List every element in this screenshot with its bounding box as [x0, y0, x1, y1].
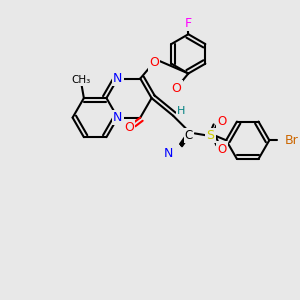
Text: N: N [113, 111, 122, 124]
Text: CH₃: CH₃ [72, 75, 91, 85]
Text: Br: Br [285, 134, 299, 147]
Text: C: C [185, 129, 193, 142]
Text: N: N [113, 72, 122, 85]
Text: O: O [218, 115, 227, 128]
Text: O: O [172, 82, 182, 95]
Text: H: H [177, 106, 185, 116]
Text: O: O [124, 121, 134, 134]
Text: O: O [218, 142, 227, 156]
Text: S: S [206, 129, 214, 142]
Text: O: O [149, 56, 159, 69]
Text: F: F [185, 17, 192, 30]
Text: N: N [164, 146, 173, 160]
